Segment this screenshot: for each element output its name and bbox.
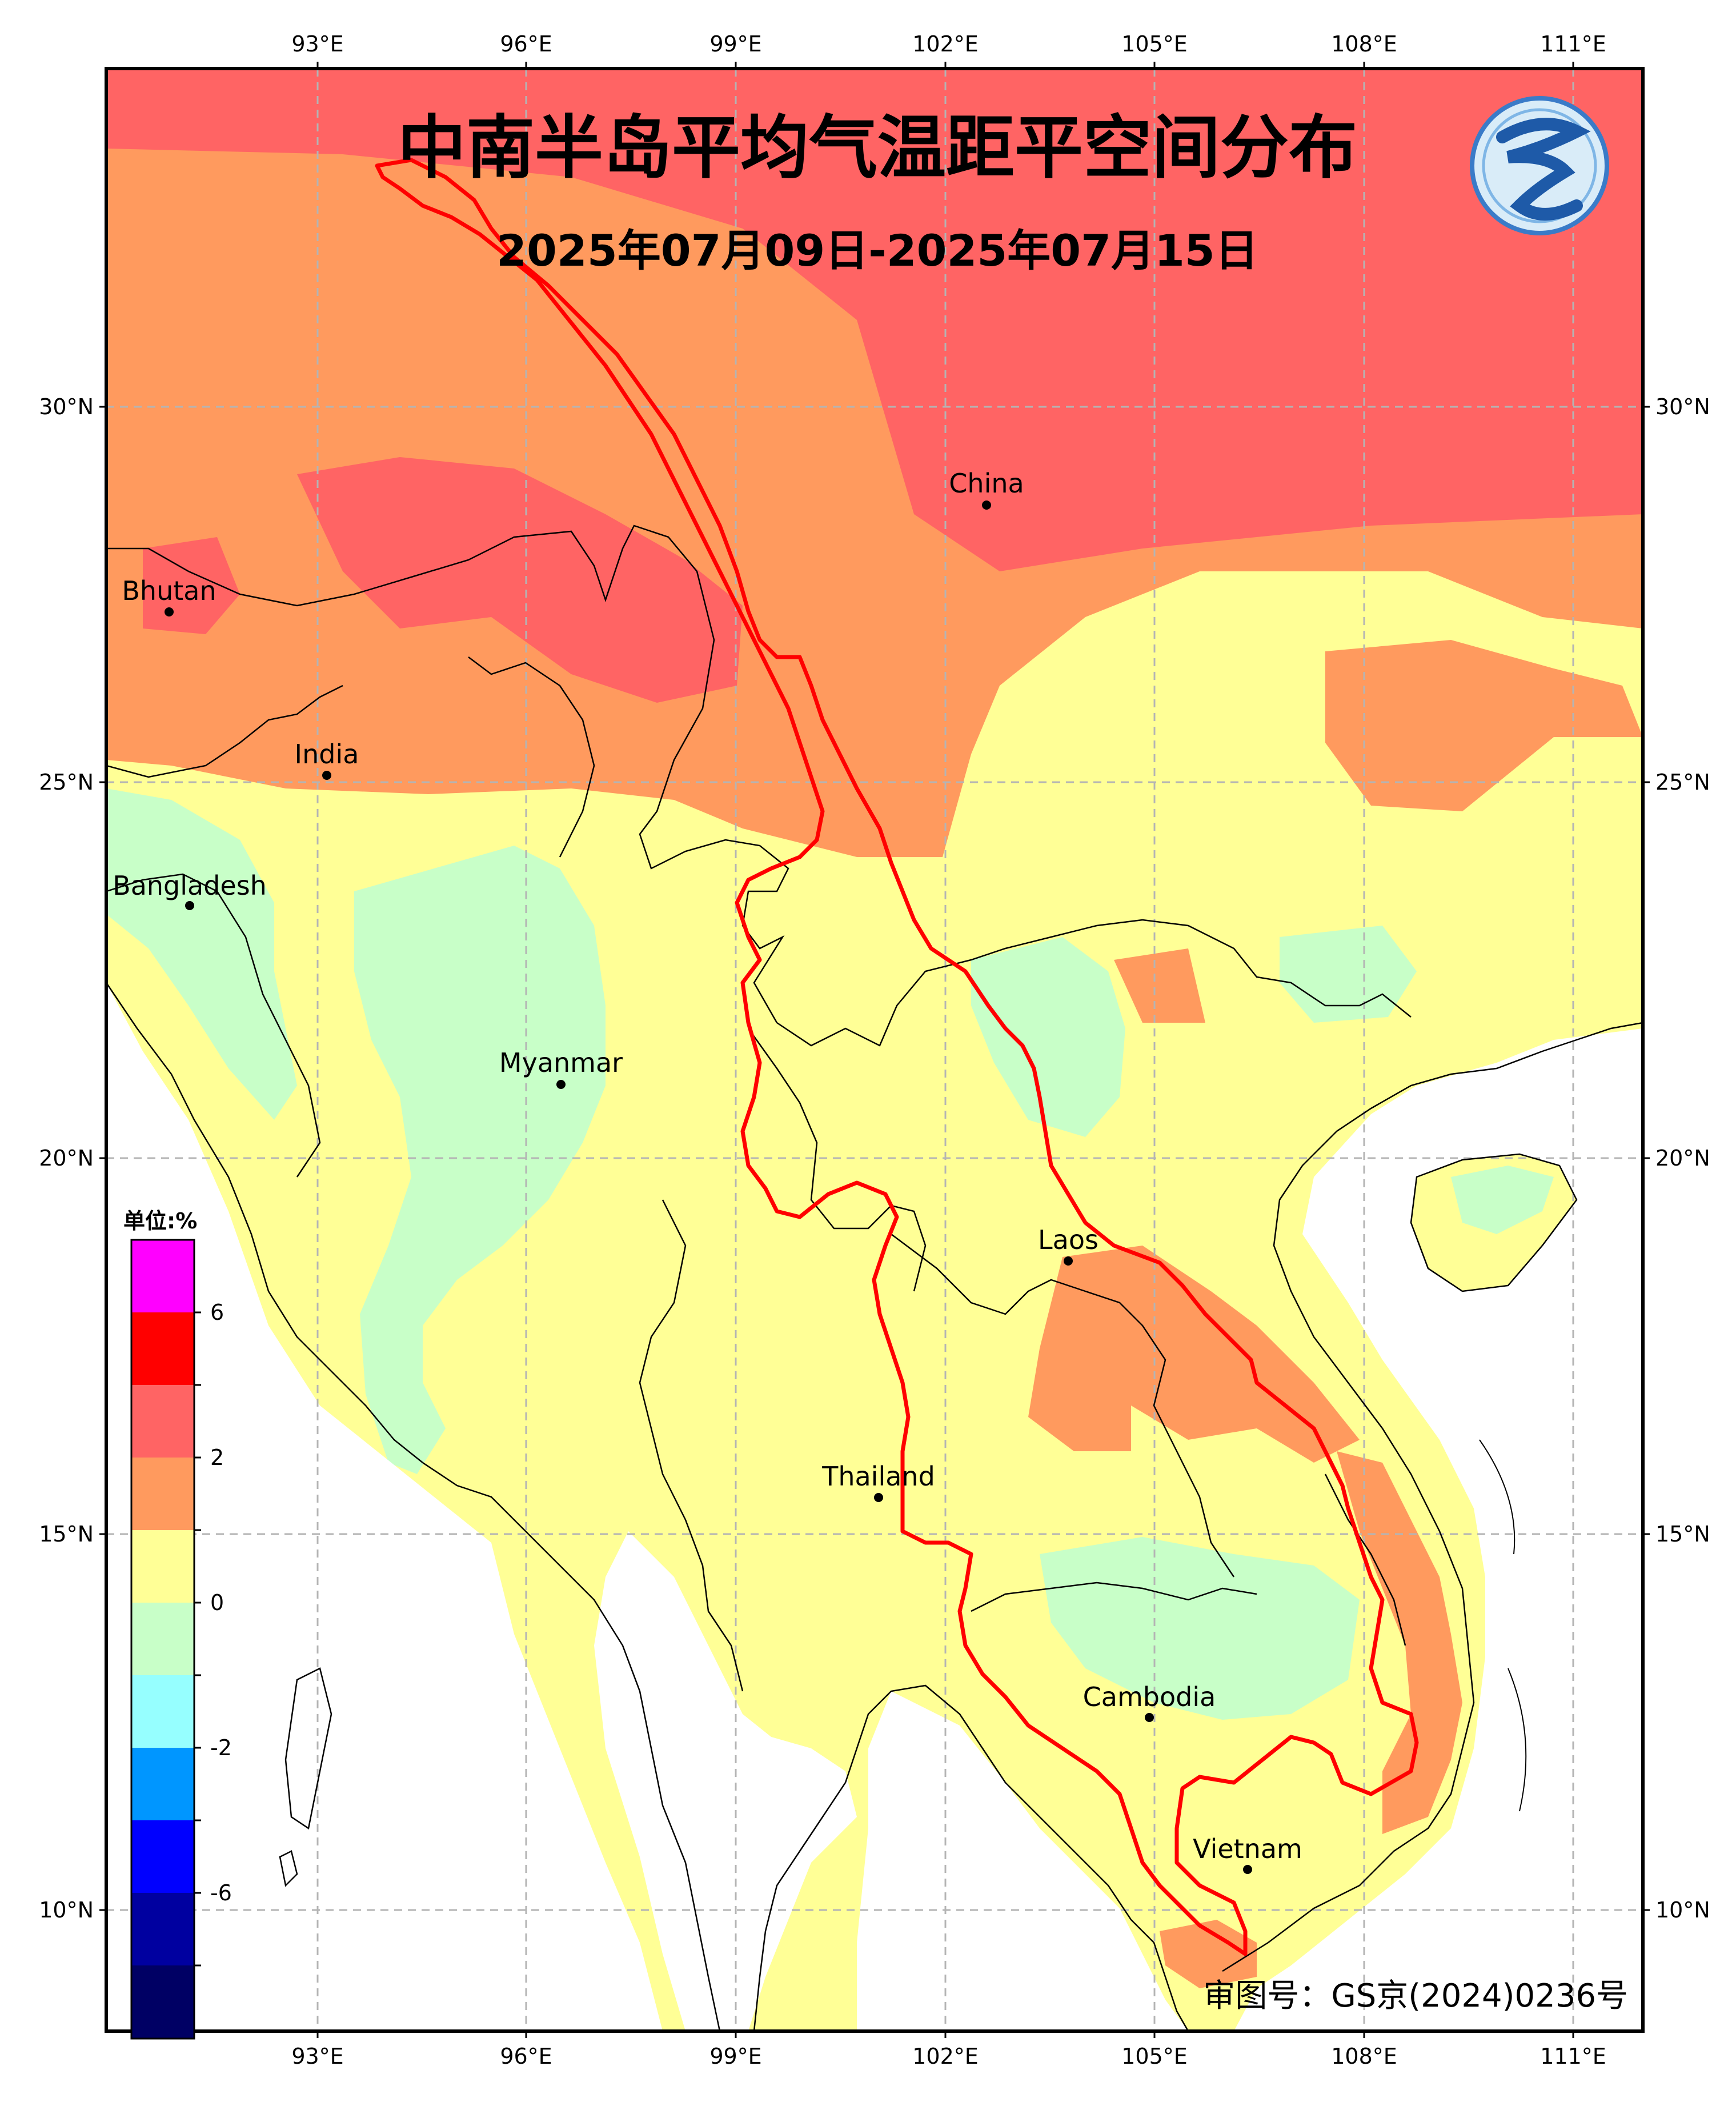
country-borders xyxy=(106,525,1412,1692)
lon-label: 111°E xyxy=(1540,2044,1606,2069)
place-marker xyxy=(982,501,991,510)
map-subtitle: 2025年07月09日-2025年07月15日 xyxy=(496,225,1258,276)
place-label-india: India xyxy=(295,739,359,770)
lon-label: 102°E xyxy=(912,31,979,57)
colorbar-cells xyxy=(131,1240,194,2038)
anomaly-fill-layer xyxy=(106,69,1643,2031)
lon-label: 105°E xyxy=(1121,31,1188,57)
lon-label: 102°E xyxy=(912,2044,979,2069)
colorbar-legend: 单位:% 6 2 0 -2 -6 xyxy=(123,1208,232,2040)
place-label-myanmar: Myanmar xyxy=(499,1047,623,1078)
legend-tick-label: -6 xyxy=(210,1880,232,1905)
place-marker xyxy=(1243,1865,1252,1874)
legend-tick-label: 0 xyxy=(210,1590,224,1615)
colorbar-ticks xyxy=(194,1311,201,1967)
anomaly-zone-warm-band xyxy=(106,149,1643,857)
anomaly-zone-warm-north-vietnam xyxy=(1114,948,1205,1023)
colorbar-cell xyxy=(131,1675,194,1748)
place-marker xyxy=(1145,1713,1154,1722)
graticule xyxy=(106,69,1643,2031)
anomaly-zone-cool-west xyxy=(106,788,297,1120)
place-label-bangladesh: Bangladesh xyxy=(113,870,267,901)
place-label-cambodia: Cambodia xyxy=(1083,1681,1216,1712)
sea-gulf-of-thailand xyxy=(857,1691,1188,2031)
lat-label: 20°N xyxy=(39,1146,94,1171)
lon-label: 93°E xyxy=(291,31,343,57)
place-label-thailand: Thailand xyxy=(821,1461,935,1492)
place-label-bhutan: Bhutan xyxy=(122,575,216,606)
place-label-china: China xyxy=(949,468,1024,499)
place-marker xyxy=(1064,1256,1073,1266)
lat-label: 10°N xyxy=(1655,1897,1710,1923)
colorbar-cell xyxy=(131,1748,194,1820)
lon-label: 111°E xyxy=(1540,31,1606,57)
place-marker xyxy=(874,1493,883,1502)
anomaly-zone-cool-cambodia xyxy=(1040,1537,1360,1720)
hainan-cool-patch xyxy=(1451,1166,1554,1234)
colorbar-cell xyxy=(131,1458,194,1530)
anomaly-zone-cool-laos-north xyxy=(971,937,1125,1137)
lat-label: 20°N xyxy=(1655,1146,1710,1171)
lon-label: 108°E xyxy=(1331,31,1397,57)
colorbar-cell xyxy=(131,1530,194,1603)
basin-boundary xyxy=(375,158,1419,1956)
lon-labels-top: 93°E 96°E 99°E 102°E 105°E 108°E 111°E xyxy=(291,31,1606,57)
lat-label: 30°N xyxy=(39,394,94,419)
anomaly-zone-warm-east xyxy=(1325,640,1643,811)
legend-tick-label: 6 xyxy=(210,1300,224,1325)
lon-labels-bottom: 93°E 96°E 99°E 102°E 105°E 108°E 111°E xyxy=(291,2044,1606,2069)
sea-bay-of-bengal xyxy=(106,983,663,2031)
legend-tick-label: -2 xyxy=(210,1735,232,1760)
place-marker xyxy=(185,901,194,910)
sea-andaman xyxy=(594,1531,857,2031)
colorbar-cell xyxy=(131,1312,194,1385)
colorbar-cell xyxy=(131,1965,194,2038)
place-marker xyxy=(322,771,331,780)
anomaly-zone-warm-vietnam-coast xyxy=(1337,1451,1462,1834)
lon-label: 99°E xyxy=(709,2044,761,2069)
colorbar-cell xyxy=(131,1820,194,1893)
place-label-laos: Laos xyxy=(1038,1224,1098,1255)
lon-label: 108°E xyxy=(1331,2044,1397,2069)
anomaly-zone-high-tibet xyxy=(297,457,743,703)
lat-label: 25°N xyxy=(39,770,94,795)
place-marker xyxy=(556,1080,566,1089)
anomaly-zone-cool-myanmar xyxy=(354,846,606,1474)
map-title: 中南半岛平均气温距平空间分布 xyxy=(398,109,1357,188)
map-frame xyxy=(105,67,1645,2033)
place-label-vietnam: Vietnam xyxy=(1193,1833,1302,1864)
place-labels: China Bhutan India Bangladesh Myanmar La… xyxy=(113,468,1302,1874)
lat-labels-right: 30°N 25°N 20°N 15°N 10°N xyxy=(1655,394,1710,1923)
colorbar-cell xyxy=(131,1240,194,1312)
coastlines xyxy=(106,982,1643,2031)
legend-tick-label: 2 xyxy=(210,1445,224,1470)
lon-label: 93°E xyxy=(291,2044,343,2069)
lat-label: 15°N xyxy=(39,1522,94,1547)
approval-number: 审图号：GS京(2024)0236号 xyxy=(1203,1977,1628,2015)
lon-label: 96°E xyxy=(500,2044,552,2069)
anomaly-zone-warm-mekong xyxy=(1160,1920,1257,1988)
lat-labels-left: 30°N 25°N 20°N 15°N 10°N xyxy=(39,394,94,1923)
lat-label: 30°N xyxy=(1655,394,1710,419)
lat-label: 10°N xyxy=(39,1897,94,1923)
lon-label: 99°E xyxy=(709,31,761,57)
lon-label: 105°E xyxy=(1121,2044,1188,2069)
cma-logo-icon: 气 xyxy=(1470,96,1609,235)
lon-label: 96°E xyxy=(500,31,552,57)
sea-south-china-sea xyxy=(1234,1028,1643,2031)
colorbar-cell xyxy=(131,1603,194,1675)
lat-label: 25°N xyxy=(1655,770,1710,795)
legend-unit-label: 单位:% xyxy=(123,1208,197,1234)
colorbar-cell xyxy=(131,1385,194,1458)
lat-label: 15°N xyxy=(1655,1522,1710,1547)
place-marker xyxy=(165,607,174,616)
colorbar-cell xyxy=(131,1893,194,1965)
colorbar-frame xyxy=(130,1239,195,2040)
